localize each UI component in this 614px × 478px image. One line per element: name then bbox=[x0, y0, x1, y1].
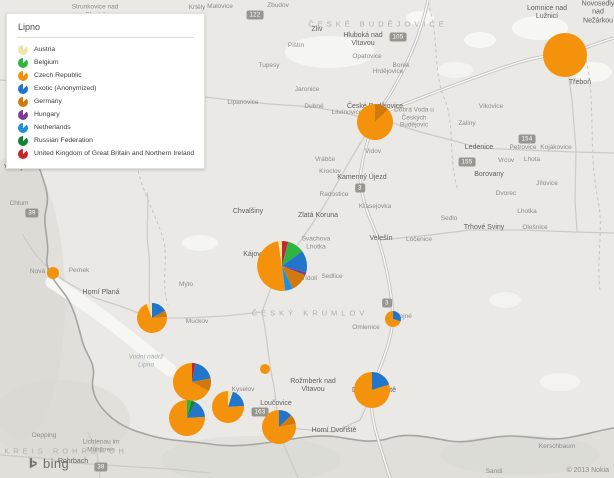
legend-item-netherlands: Netherlands bbox=[16, 121, 195, 134]
pie-icon-czech bbox=[18, 70, 28, 81]
road-shield: 122 bbox=[246, 10, 264, 20]
legend-item-hungary: Hungary bbox=[16, 108, 195, 121]
map-pie-p7[interactable] bbox=[169, 400, 205, 436]
road-shield: 105 bbox=[389, 32, 407, 42]
legend-label: Netherlands bbox=[34, 124, 71, 131]
pie-icon-uk bbox=[18, 148, 28, 159]
map-pie-p5[interactable] bbox=[257, 241, 307, 291]
legend-divider bbox=[17, 37, 194, 38]
pie-icon-germany bbox=[18, 96, 28, 107]
legend-label: Austria bbox=[34, 46, 56, 53]
legend-item-germany: Germany bbox=[16, 95, 195, 108]
map-pie-p3[interactable] bbox=[47, 267, 59, 279]
legend-item-austria: Austria bbox=[16, 43, 195, 56]
bing-icon bbox=[29, 457, 37, 469]
pie-icon-belgium bbox=[18, 57, 28, 68]
road-shield: 3 bbox=[355, 183, 365, 193]
map-pie-p6[interactable] bbox=[173, 363, 211, 401]
legend-item-uk: United Kingdom of Great Britain and Nort… bbox=[16, 147, 195, 160]
road-shield: 39 bbox=[25, 208, 39, 218]
map-pie-p8[interactable] bbox=[212, 391, 244, 423]
road-shield: 155 bbox=[458, 157, 476, 167]
legend-items: Austria Belgium Czech Republic Exotic (Anon… bbox=[16, 43, 195, 160]
pie-icon-hungary bbox=[18, 109, 28, 120]
road-shield: 154 bbox=[518, 134, 536, 144]
road-shield: 38 bbox=[94, 462, 108, 472]
legend-label: Belgium bbox=[34, 59, 59, 66]
map-pie-p2[interactable] bbox=[357, 104, 393, 140]
road-shield: 163 bbox=[251, 407, 269, 417]
legend-item-exotic: Exotic (Anonymized) bbox=[16, 82, 195, 95]
legend-item-czech: Czech Republic bbox=[16, 69, 195, 82]
map-pie-p1[interactable] bbox=[543, 33, 587, 77]
legend-label: Russian Federation bbox=[34, 137, 93, 144]
pie-icon-exotic bbox=[18, 83, 28, 94]
bing-logo-text: bing bbox=[43, 456, 70, 471]
bing-logo[interactable]: bing bbox=[26, 456, 69, 471]
map-pie-p4[interactable] bbox=[137, 303, 167, 333]
legend-item-belgium: Belgium bbox=[16, 56, 195, 69]
legend-item-russia: Russian Federation bbox=[16, 134, 195, 147]
legend-label: Czech Republic bbox=[34, 72, 82, 79]
map-pie-p10[interactable] bbox=[260, 364, 270, 374]
map-pie-p9[interactable] bbox=[262, 410, 296, 444]
legend-label: United Kingdom of Great Britain and Nort… bbox=[34, 150, 195, 157]
legend-panel: Lipno Austria Belgium Czech Republic Exotic… bbox=[6, 13, 205, 169]
legend-label: Exotic (Anonymized) bbox=[34, 85, 97, 92]
map-pie-p11[interactable] bbox=[385, 311, 401, 327]
map-pie-p12[interactable] bbox=[354, 372, 390, 408]
map-copyright: © 2013 Nokia bbox=[566, 467, 609, 474]
pie-icon-austria bbox=[18, 44, 28, 55]
road-shield: 3 bbox=[382, 298, 392, 308]
legend-title: Lipno bbox=[18, 22, 41, 32]
legend-label: Hungary bbox=[34, 111, 60, 118]
pie-icon-netherlands bbox=[18, 122, 28, 133]
pie-icon-russia bbox=[18, 135, 28, 146]
legend-label: Germany bbox=[34, 98, 62, 105]
